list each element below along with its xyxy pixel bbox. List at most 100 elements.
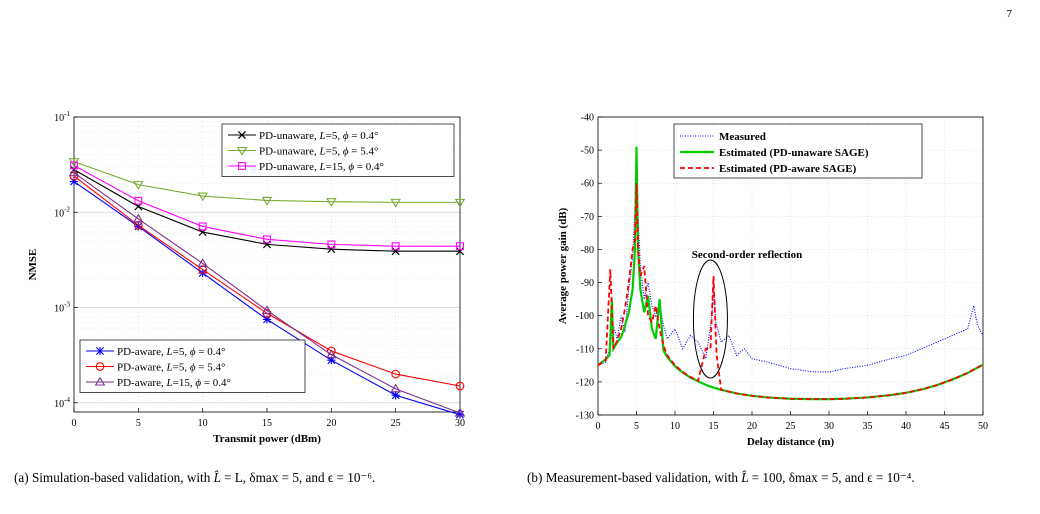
data-point <box>133 213 144 223</box>
x-tick-label: 30 <box>455 418 465 429</box>
x-tick-label: 0 <box>596 421 601 432</box>
legend-box <box>673 123 923 179</box>
legend-entry-label: Measured <box>719 131 766 143</box>
y-tick-label: -130 <box>576 411 594 422</box>
legend-entry-label: Estimated (PD-aware SAGE) <box>719 163 857 175</box>
y-tick-label: -70 <box>581 212 594 223</box>
data-point <box>261 305 273 315</box>
data-point <box>134 222 143 231</box>
series-3 <box>70 161 464 251</box>
data-point <box>69 177 79 186</box>
legend-swatch-marker <box>237 130 247 140</box>
series-line <box>73 172 461 414</box>
series-1 <box>597 150 984 373</box>
legend-box <box>221 123 455 177</box>
data-point <box>262 240 272 249</box>
data-point <box>133 181 144 190</box>
caption-a-label: (a) <box>14 470 29 485</box>
data-point <box>327 240 336 249</box>
y-tick-label: -120 <box>576 377 594 388</box>
data-point <box>326 198 337 207</box>
legend-entry-label: PD-unaware, L=5, ϕ = 5.4° <box>259 146 378 158</box>
data-point <box>134 196 143 205</box>
data-point <box>198 265 208 274</box>
series-line <box>597 150 984 373</box>
caption-b-math: L̂ <box>741 470 752 485</box>
x-tick-label: 15 <box>262 418 272 429</box>
data-point <box>391 369 401 379</box>
data-point <box>327 245 336 254</box>
x-axis-label: Delay distance (m) <box>747 436 835 448</box>
data-point <box>454 198 466 208</box>
y-tick-label: -40 <box>581 113 594 124</box>
data-point <box>455 381 465 391</box>
data-point <box>390 198 401 208</box>
caption-a: (a) Simulation-based validation, with L̂… <box>14 470 519 486</box>
x-tick-label: 10 <box>670 421 680 432</box>
x-axis-label: Transmit power (dBm) <box>213 433 321 445</box>
y-tick-label: -50 <box>581 146 594 157</box>
x-tick-label: 5 <box>136 418 141 429</box>
data-point <box>454 407 466 417</box>
y-tick-label: -100 <box>576 311 594 322</box>
y-tick-label: -60 <box>581 179 594 190</box>
data-point <box>262 315 272 324</box>
x-tick-label: 50 <box>978 421 988 432</box>
legend-entry-label: PD-unaware, L=15, ϕ = 0.4° <box>259 161 384 173</box>
series-3 <box>597 183 984 401</box>
y-tick-label: -110 <box>576 344 594 355</box>
x-tick-label: 15 <box>709 421 719 432</box>
x-tick-label: 20 <box>747 421 757 432</box>
data-point <box>261 196 273 206</box>
y-tick-label: 10-2 <box>54 205 70 219</box>
annotation-label: Second-order reflection <box>692 249 802 261</box>
legend-entry-label: PD-unaware, L=5, ϕ = 0.4° <box>259 130 378 142</box>
caption-b-tail: = 100, δmax = 5, and ϵ = 10⁻⁴. <box>751 470 915 485</box>
legend-top-right: PD-unaware, L=5, ϕ = 0.4° PD-unaware, L=5… <box>221 123 455 177</box>
series-line <box>73 161 460 203</box>
data-point <box>327 356 336 365</box>
x-tick-label: 20 <box>326 418 336 429</box>
data-point <box>455 410 465 419</box>
legend-box <box>79 339 306 393</box>
x-tick-label: 5 <box>634 421 639 432</box>
x-tick-label: 40 <box>901 421 911 432</box>
data-point <box>197 192 208 202</box>
caption-b: (b) Measurement-based validation, with L… <box>527 470 1034 486</box>
series-line <box>597 183 984 401</box>
x-tick-label: 25 <box>786 421 796 432</box>
data-point <box>391 242 400 251</box>
legend-bottom-left: PD-aware, L=5, ϕ = 0.4° PD-aware, L=5, ϕ … <box>79 339 306 393</box>
data-point <box>263 235 271 244</box>
legend-swatch-marker <box>236 146 248 156</box>
legend-swatch-marker <box>94 376 106 386</box>
data-point <box>198 222 207 231</box>
legend-entry-label: PD-aware, L=5, ϕ = 5.4° <box>117 362 225 374</box>
data-point <box>326 349 337 359</box>
y-tick-label: -90 <box>581 278 594 289</box>
x-tick-label: 45 <box>940 421 950 432</box>
x-tick-label: 25 <box>391 418 401 429</box>
series-line <box>73 164 460 247</box>
data-point <box>68 167 80 177</box>
x-tick-label: 0 <box>72 418 77 429</box>
legend-entry-label: Estimated (PD-unaware SAGE) <box>719 147 869 159</box>
figure-b-power-gain-chart: 0 5 10 15 20 25 30 35 40 45 50 -40 -50 -60 -70 -80 -90 -1… <box>557 113 988 449</box>
series-6 <box>68 167 466 417</box>
data-point <box>456 242 464 251</box>
legend-entry-label: PD-aware, L=5, ϕ = 0.4° <box>117 346 225 358</box>
legend-swatch-marker <box>238 162 246 170</box>
x-tick-label: 30 <box>824 421 834 432</box>
data-point <box>391 247 400 256</box>
y-tick-label: 10-3 <box>54 301 70 315</box>
series-2 <box>597 146 984 401</box>
figure-a-nmse-chart: 0 5 10 15 20 25 30 10-1 10-2 10-3 10-4 Transmit pow… <box>27 110 466 445</box>
data-point <box>391 391 400 400</box>
legend-swatch-marker <box>95 362 105 371</box>
legend-top-left: Measured Estimated (PD-unaware SAGE) Estim… <box>673 123 923 179</box>
legend-entry-label: PD-aware, L=15, ϕ = 0.4° <box>117 377 231 389</box>
series-line <box>597 146 984 401</box>
legend-swatch-marker <box>95 346 105 356</box>
annotation-ellipse <box>692 259 728 379</box>
y-tick-label: 10-4 <box>54 396 70 410</box>
